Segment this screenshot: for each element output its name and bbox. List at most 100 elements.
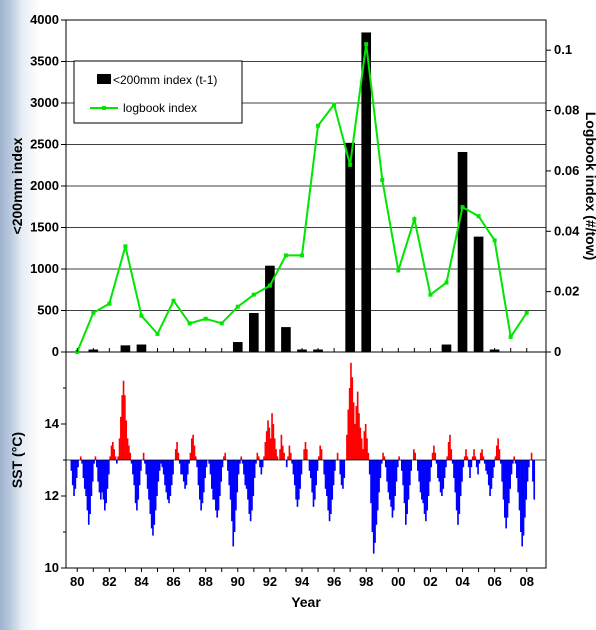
sst-bar-below (152, 460, 154, 536)
sst-bar-below (108, 460, 110, 475)
logbook-point (235, 304, 240, 309)
sst-bar-below (372, 460, 375, 554)
sst-bar-above (193, 445, 196, 460)
sst-bar-below (421, 460, 423, 500)
left-y-tick-label: 0 (52, 344, 59, 359)
sst-bar-below (458, 460, 461, 514)
sst-bar-below (490, 460, 493, 489)
sst-bar-below (220, 460, 223, 482)
sst-bar-below (514, 460, 517, 464)
bar (232, 342, 243, 352)
sst-bar-above (360, 438, 363, 460)
sst-bar-below (237, 460, 240, 475)
logbook-point (91, 310, 96, 315)
sst-bar-below (368, 460, 371, 475)
sst-bar-below (384, 460, 387, 468)
sst-bar-above (414, 452, 416, 460)
sst-bar-above (279, 449, 281, 460)
sst-bar-below (331, 460, 334, 500)
sst-bar-below (169, 460, 172, 496)
sst-bar-above (113, 449, 115, 460)
sst-bar-below (245, 460, 248, 489)
logbook-point (316, 123, 321, 128)
sst-bar-below (391, 460, 394, 518)
sst-bar-below (156, 460, 158, 496)
sst-bar-below (524, 460, 526, 518)
sst-bar-below (453, 460, 455, 478)
sst-bar-above (192, 434, 194, 460)
sst-bar-below (409, 460, 411, 486)
sst-bar-below (227, 460, 229, 471)
sst-bar-below (406, 460, 408, 514)
sst-bar-above (364, 424, 367, 460)
sst-bar-above (446, 456, 449, 460)
sst-bar-above (431, 452, 434, 460)
sst-bar-below (334, 460, 336, 471)
sst-bar-below (82, 460, 85, 478)
sst-bar-below (326, 460, 328, 496)
sst-bar-below (380, 460, 383, 464)
sst-bar-below (101, 460, 103, 493)
sst-bar-below (248, 460, 251, 514)
sst-bar-below (499, 460, 502, 464)
sst-bar-below (87, 460, 90, 525)
sst-bar-below (136, 460, 138, 511)
sst-bar-below (501, 460, 503, 482)
x-tick-label: 98 (359, 574, 373, 589)
sst-bar-below (216, 460, 219, 518)
logbook-point (155, 331, 160, 336)
sst-bar-below (520, 460, 522, 532)
sst-bar-below (165, 460, 168, 493)
logbook-point (187, 321, 192, 326)
sst-bar-above (363, 431, 366, 460)
x-tick-label: 04 (455, 574, 470, 589)
sst-bar-above (434, 452, 437, 460)
sst-bar-below (285, 460, 288, 468)
sst-bar-above (267, 420, 269, 460)
sst-bar-above (449, 434, 451, 460)
sst-bar-above (174, 449, 177, 460)
sst-bar-below (197, 460, 200, 486)
sst-bar-below (205, 460, 208, 468)
sst-bar-above (283, 452, 285, 460)
sst-bar-below (502, 460, 505, 500)
sst-bar-above (288, 445, 291, 460)
sst-bar-below (103, 460, 106, 511)
sst-bar-below (518, 460, 521, 511)
sst-bar-below (145, 460, 148, 475)
left-y-tick-label: 1000 (30, 261, 59, 276)
sst-bar-below (386, 460, 388, 482)
sst-bar-above (450, 449, 453, 460)
right-y-tick-label: 0 (554, 344, 561, 359)
sst-bar-above (398, 456, 400, 460)
sst-bar-below (200, 460, 202, 511)
sst-bar-below (255, 460, 257, 464)
sst-bar-above (264, 442, 267, 460)
sst-bar-below (170, 460, 173, 486)
sst-bar-below (138, 460, 141, 486)
left-y-tick-label: 4000 (30, 12, 59, 27)
sst-bar-below (370, 460, 372, 504)
sst-bar-below (133, 460, 136, 486)
sst-bar-below (296, 460, 299, 507)
sst-bar-below (483, 460, 486, 464)
sst-bar-above (240, 456, 243, 460)
x-tick-label: 00 (391, 574, 405, 589)
bar (281, 327, 291, 352)
bar (249, 312, 259, 352)
left-y-tick-label: 3500 (30, 54, 59, 69)
logbook-point (380, 177, 385, 182)
right-y-tick-label: 0.08 (554, 103, 579, 118)
x-tick-label: 02 (423, 574, 437, 589)
sst-bar-above (114, 456, 117, 460)
sst-bar-below (83, 460, 86, 489)
sst-bar-below (521, 460, 524, 547)
sst-bar-below (196, 460, 198, 468)
sst-y-tick-label: 12 (45, 488, 59, 503)
sst-bar-above (129, 452, 132, 460)
sst-bar-below (182, 460, 185, 482)
sst-bar-below (201, 460, 204, 504)
sst-bar-above (473, 449, 475, 460)
sst-bar-above (263, 456, 265, 460)
sst-bar-above (466, 456, 469, 460)
